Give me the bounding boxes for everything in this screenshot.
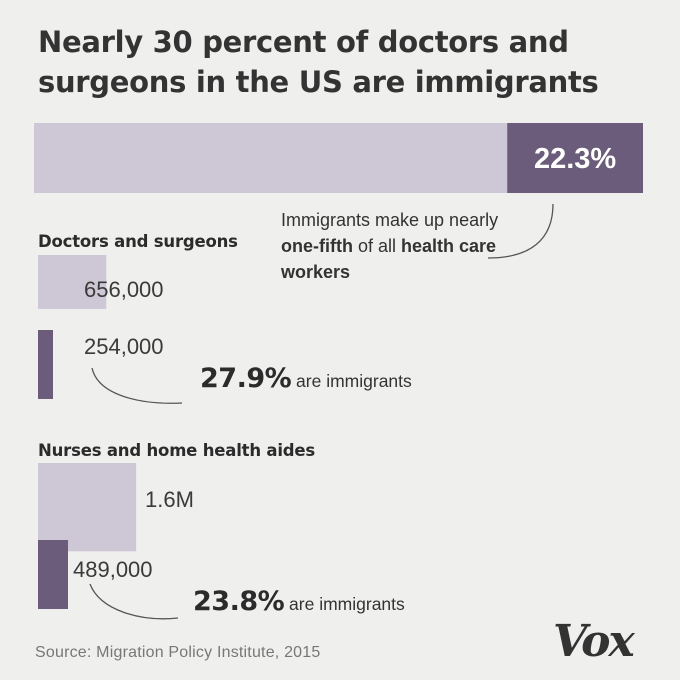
note-bold-2: health care workers <box>281 236 497 282</box>
section-label-doctors: Doctors and surgeons <box>38 232 238 251</box>
doctors-pct: 27.9% <box>200 363 292 394</box>
nurses-immigrant-bar <box>38 540 68 609</box>
top-bar-leader-line <box>487 203 554 259</box>
note-text-1: Immigrants make up nearly <box>281 210 499 230</box>
section-label-nurses: Nurses and home health aides <box>38 441 316 460</box>
doctors-immigrant-value: 254,000 <box>84 334 164 359</box>
top-bar-immigrant <box>507 123 643 193</box>
top-bar-total <box>34 123 508 193</box>
note-bold-1: one-fifth <box>281 236 353 256</box>
doctors-leader-line <box>91 367 183 404</box>
nurses-callout: 23.8% are immigrants <box>193 586 405 617</box>
vox-logo: Vox <box>553 616 635 667</box>
doctors-pct-suffix: are immigrants <box>296 371 412 391</box>
top-bar-pct-label: 22.3% <box>534 143 616 175</box>
doctors-callout: 27.9% are immigrants <box>200 363 412 394</box>
nurses-leader-line <box>89 583 179 620</box>
nurses-total-bar <box>38 463 137 552</box>
nurses-total-value: 1.6M <box>145 487 194 512</box>
chart-title: Nearly 30 percent of doctors and surgeon… <box>38 25 599 99</box>
doctors-total-bar <box>38 255 107 309</box>
nurses-immigrant-value: 489,000 <box>73 557 153 582</box>
doctors-total-value: 656,000 <box>84 277 164 302</box>
top-bar-note: Immigrants make up nearly one-fifth of a… <box>281 207 521 285</box>
doctors-immigrant-bar <box>38 330 53 399</box>
source-note: Source: Migration Policy Institute, 2015 <box>35 644 321 661</box>
note-text-2: of all <box>352 236 402 256</box>
nurses-pct: 23.8% <box>193 586 285 617</box>
nurses-pct-suffix: are immigrants <box>289 594 405 614</box>
